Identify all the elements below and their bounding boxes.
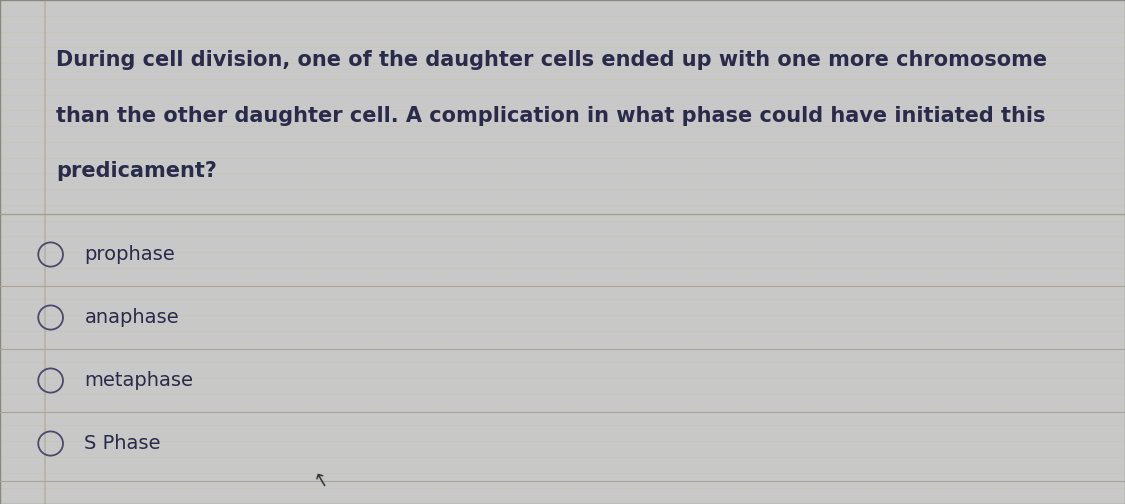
Text: anaphase: anaphase [84, 308, 179, 327]
Text: During cell division, one of the daughter cells ended up with one more chromosom: During cell division, one of the daughte… [56, 50, 1047, 71]
Text: ↖: ↖ [310, 469, 331, 491]
Text: S Phase: S Phase [84, 434, 161, 453]
Text: metaphase: metaphase [84, 371, 194, 390]
Text: prophase: prophase [84, 245, 176, 264]
Text: predicament?: predicament? [56, 161, 217, 181]
Text: than the other daughter cell. A complication in what phase could have initiated : than the other daughter cell. A complica… [56, 106, 1046, 126]
